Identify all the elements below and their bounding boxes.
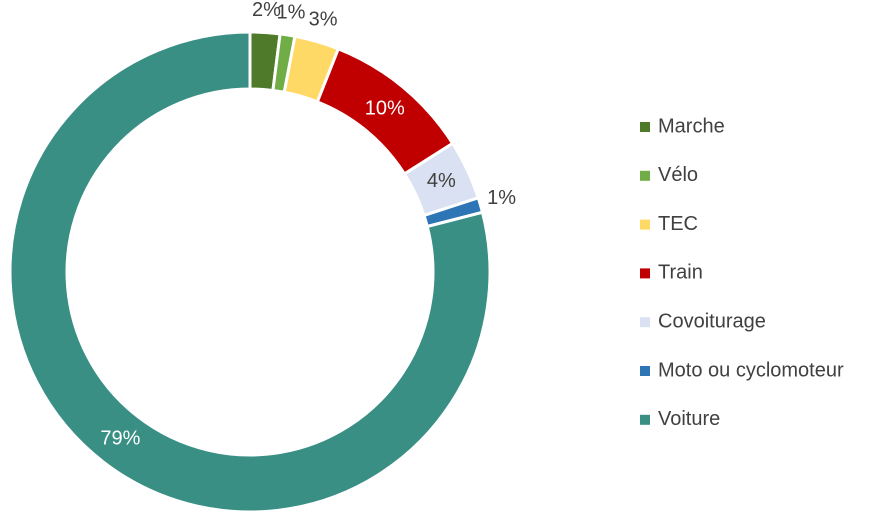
legend-label: Covoiturage (658, 310, 766, 332)
legend-swatch (640, 268, 650, 279)
data-label: 4% (427, 170, 456, 192)
data-label: 79% (100, 427, 140, 449)
data-label: 1% (487, 187, 516, 209)
donut-segment (8, 30, 492, 514)
legend-label: Vélo (658, 164, 698, 186)
legend-label: Moto ou cyclomoteur (658, 359, 844, 381)
legend-swatch (640, 170, 650, 181)
data-label: 10% (365, 97, 405, 119)
legend-swatch (640, 366, 650, 376)
legend-swatch (640, 219, 650, 230)
legend-swatch (640, 122, 650, 132)
legend-swatch (640, 317, 650, 328)
data-label: 2% (252, 0, 281, 21)
legend-label: Voiture (658, 408, 720, 430)
legend-label: Marche (658, 115, 725, 137)
legend-swatch (640, 414, 650, 425)
data-label: 1% (277, 2, 306, 24)
legend-label: Train (658, 262, 703, 284)
legend-label: TEC (658, 213, 698, 235)
data-label: 3% (309, 9, 338, 31)
